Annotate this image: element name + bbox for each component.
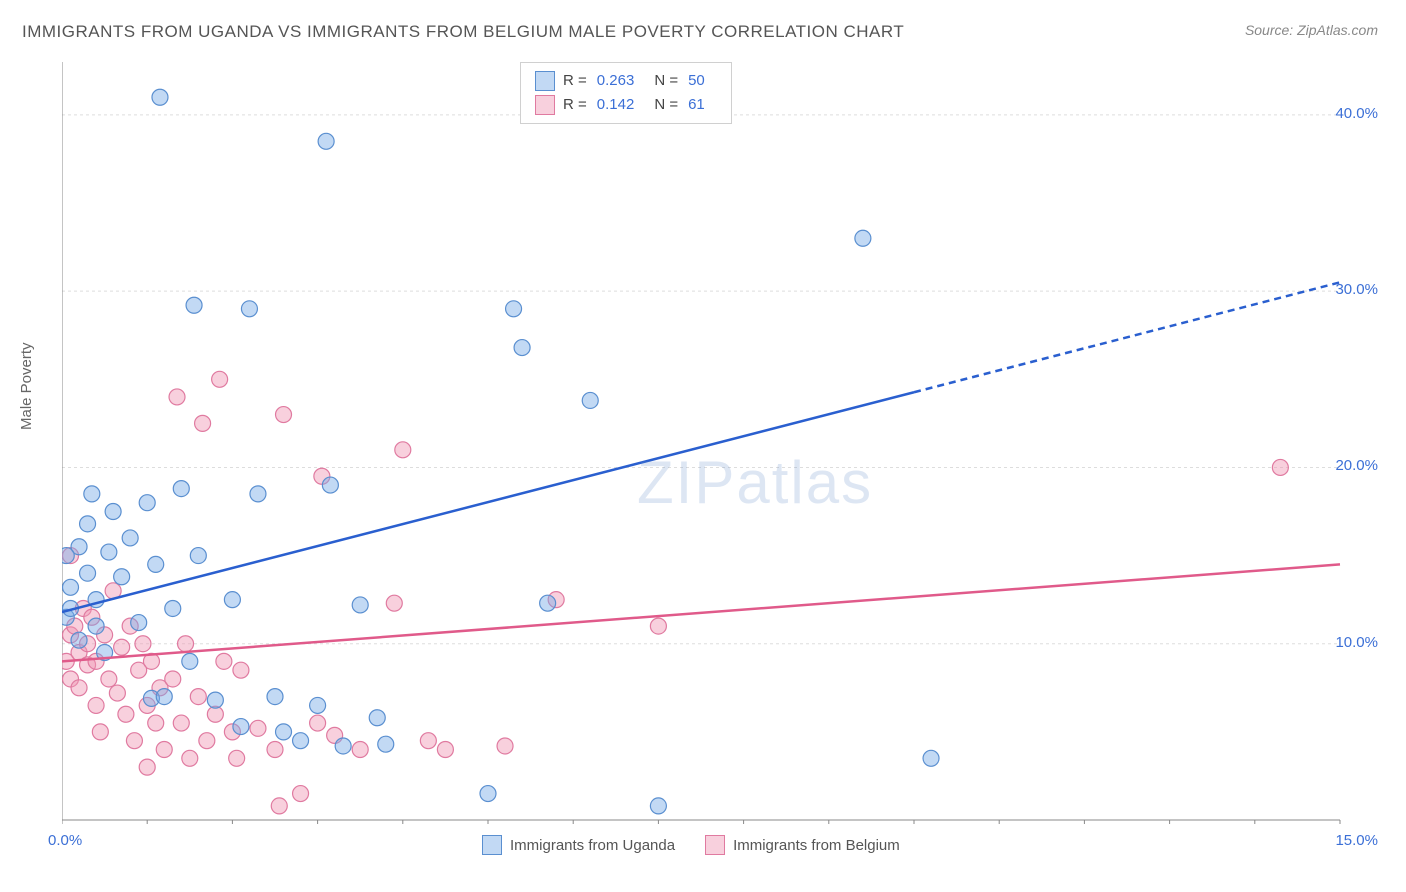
legend-swatch bbox=[705, 835, 725, 855]
legend-series-item: Immigrants from Uganda bbox=[482, 835, 675, 855]
legend-r-value: 0.142 bbox=[597, 93, 635, 117]
legend-n-label: N = bbox=[654, 93, 678, 117]
y-tick-label: 40.0% bbox=[1335, 105, 1378, 122]
legend-swatch bbox=[535, 95, 555, 115]
source-attribution: Source: ZipAtlas.com bbox=[1245, 22, 1378, 38]
chart-title: IMMIGRANTS FROM UGANDA VS IMMIGRANTS FRO… bbox=[22, 22, 904, 42]
legend-n-value: 50 bbox=[688, 69, 705, 93]
legend-series-label: Immigrants from Uganda bbox=[510, 837, 675, 854]
scatter-chart bbox=[62, 58, 1344, 824]
legend-series: Immigrants from Uganda Immigrants from B… bbox=[482, 835, 900, 855]
legend-stat-row: R = 0.142 N = 61 bbox=[535, 93, 717, 117]
legend-r-value: 0.263 bbox=[597, 69, 635, 93]
x-tick-label-min: 0.0% bbox=[48, 832, 82, 849]
legend-series-item: Immigrants from Belgium bbox=[705, 835, 900, 855]
legend-swatch bbox=[482, 835, 502, 855]
x-tick-label-max: 15.0% bbox=[1335, 832, 1378, 849]
legend-n-label: N = bbox=[654, 69, 678, 93]
y-axis-label: Male Poverty bbox=[18, 342, 35, 430]
y-tick-label: 20.0% bbox=[1335, 457, 1378, 474]
legend-r-label: R = bbox=[563, 69, 587, 93]
y-tick-label: 10.0% bbox=[1335, 634, 1378, 651]
y-tick-label: 30.0% bbox=[1335, 281, 1378, 298]
legend-stats-box: R = 0.263 N = 50 R = 0.142 N = 61 bbox=[520, 62, 732, 124]
legend-swatch bbox=[535, 71, 555, 91]
legend-stat-row: R = 0.263 N = 50 bbox=[535, 69, 717, 93]
plot-area: ZIPatlas R =0.263 N =50 R =0.142 N =61 bbox=[62, 58, 1344, 824]
legend-r-label: R = bbox=[563, 93, 587, 117]
legend-n-value: 61 bbox=[688, 93, 705, 117]
legend-series-label: Immigrants from Belgium bbox=[733, 837, 900, 854]
